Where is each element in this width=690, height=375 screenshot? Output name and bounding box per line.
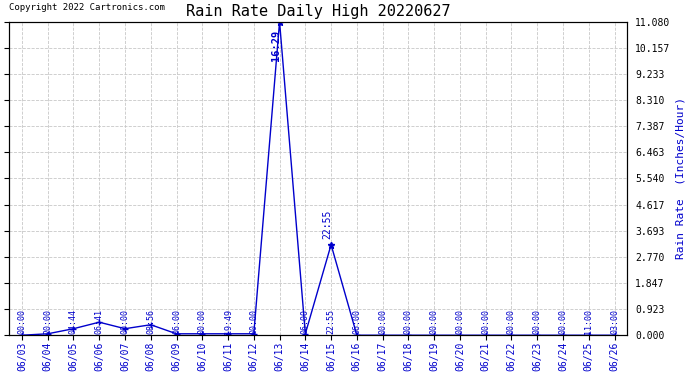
Text: 22:55: 22:55 [326, 309, 335, 334]
Text: 11:00: 11:00 [584, 309, 593, 334]
Text: 04:44: 04:44 [69, 309, 78, 334]
Text: 06:00: 06:00 [353, 309, 362, 334]
Text: 00:00: 00:00 [430, 309, 439, 334]
Text: 20:00: 20:00 [43, 309, 52, 334]
Text: 00:00: 00:00 [198, 309, 207, 334]
Text: 00:00: 00:00 [378, 309, 387, 334]
Y-axis label: Rain Rate  (Inches/Hour): Rain Rate (Inches/Hour) [676, 98, 686, 260]
Text: 00:00: 00:00 [17, 309, 26, 334]
Text: 00:00: 00:00 [455, 309, 464, 334]
Text: 00:00: 00:00 [404, 309, 413, 334]
Text: 19:49: 19:49 [224, 309, 233, 334]
Text: 06:00: 06:00 [301, 309, 310, 334]
Text: 00:00: 00:00 [121, 309, 130, 334]
Text: 03:00: 03:00 [610, 309, 619, 334]
Text: Copyright 2022 Cartronics.com: Copyright 2022 Cartronics.com [9, 3, 165, 12]
Text: 00:00: 00:00 [249, 309, 258, 334]
Text: 16:29: 16:29 [270, 30, 281, 62]
Text: 06:00: 06:00 [172, 309, 181, 334]
Text: 00:00: 00:00 [558, 309, 567, 334]
Text: 00:00: 00:00 [481, 309, 490, 334]
Text: 22:55: 22:55 [322, 210, 332, 239]
Text: 00:00: 00:00 [507, 309, 516, 334]
Text: 08:56: 08:56 [146, 309, 155, 334]
Text: 00:00: 00:00 [533, 309, 542, 334]
Title: Rain Rate Daily High 20220627: Rain Rate Daily High 20220627 [186, 4, 451, 19]
Text: 06:41: 06:41 [95, 309, 103, 334]
